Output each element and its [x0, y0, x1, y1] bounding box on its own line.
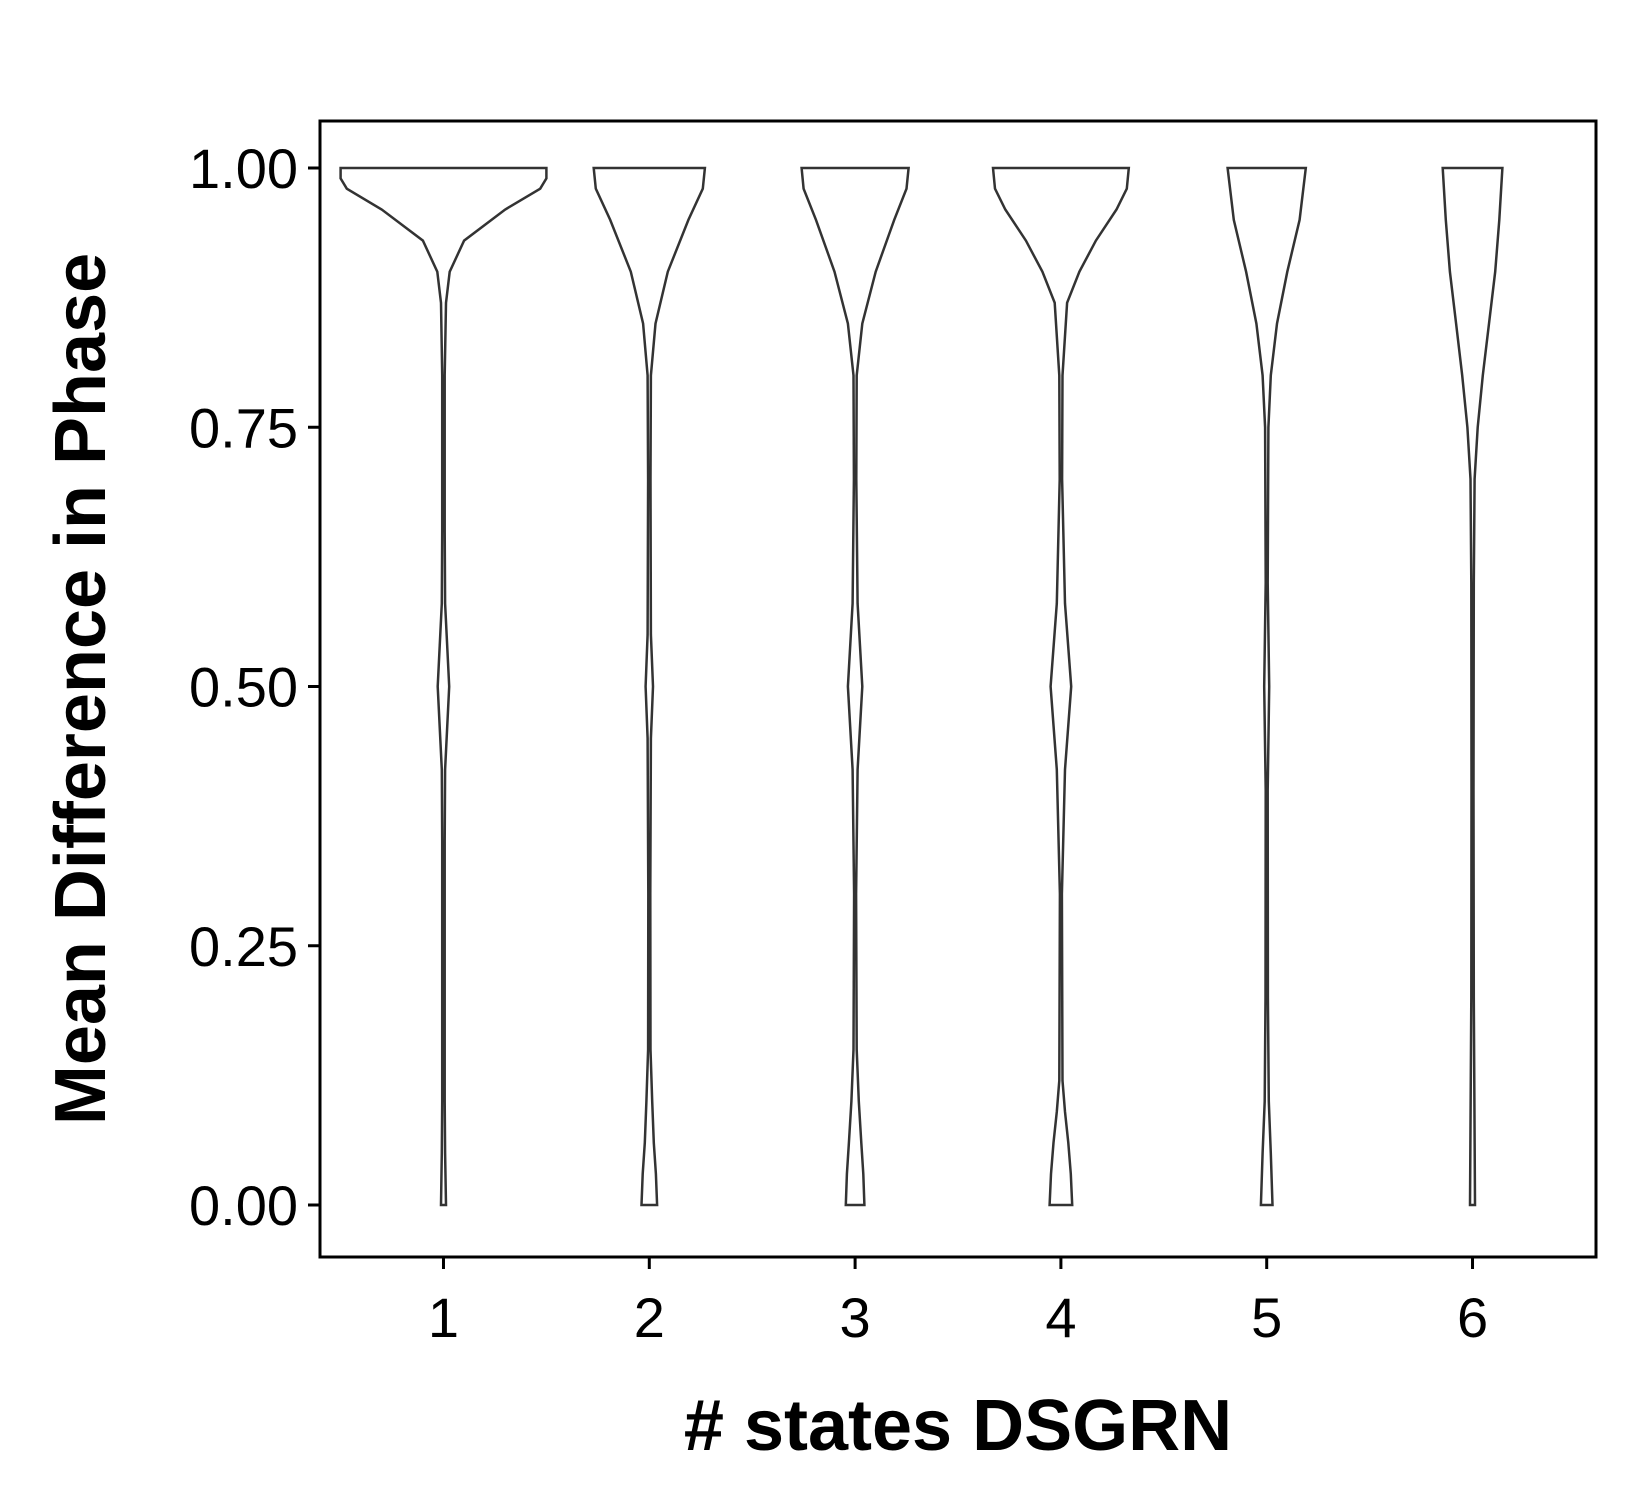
- y-tick-label: 0.75: [189, 396, 298, 459]
- violin-2: [592, 166, 707, 1207]
- y-tick-label: 1.00: [189, 137, 298, 200]
- violin-5: [1226, 166, 1308, 1207]
- x-tick-label: 6: [1457, 1286, 1488, 1349]
- plot-frame: [318, 119, 1598, 1259]
- y-tick-label: 0.00: [189, 1174, 298, 1237]
- violin-4: [991, 166, 1131, 1207]
- x-tick-label: 2: [634, 1286, 665, 1349]
- violin-3: [800, 166, 910, 1207]
- violin-layer: [339, 166, 1504, 1207]
- x-tick-label: 3: [840, 1286, 871, 1349]
- x-tick-label: 4: [1045, 1286, 1076, 1349]
- y-tick-label: 0.50: [189, 656, 298, 719]
- violin-1: [339, 166, 548, 1207]
- x-axis: 1 2 3 4 5 6: [428, 1257, 1488, 1349]
- violin-6: [1441, 166, 1504, 1207]
- x-tick-label: 1: [428, 1286, 459, 1349]
- x-axis-title: # states DSGRN: [684, 1386, 1232, 1466]
- x-tick-label: 5: [1251, 1286, 1282, 1349]
- y-axis: 0.00 0.25 0.50 0.75 1.00: [189, 137, 320, 1237]
- y-tick-label: 0.25: [189, 915, 298, 978]
- y-axis-title: Mean Difference in Phase: [41, 253, 121, 1125]
